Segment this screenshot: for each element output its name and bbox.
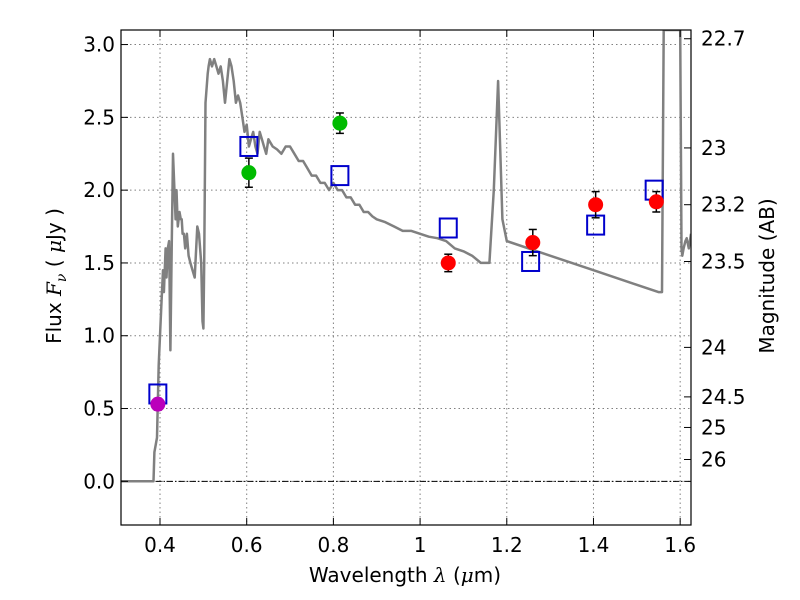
plot-frame bbox=[120, 29, 692, 526]
observed-flux-point bbox=[332, 115, 348, 131]
magnitude-tick-label: 24 bbox=[701, 335, 726, 359]
magnitude-tick-label: 24.5 bbox=[701, 385, 746, 409]
observed-flux-point bbox=[440, 255, 456, 271]
observed-flux-point bbox=[588, 197, 604, 213]
axis-ticks: 0.4 0.6 0.8 1 1.2 1.4 1.6 0.0 0.5 1.0 1.5 2.0 2.5 3.0… bbox=[83, 27, 745, 557]
x-tick-label: 1.2 bbox=[491, 533, 523, 557]
x-tick-label: 1.4 bbox=[578, 533, 610, 557]
model-photometry-square bbox=[521, 250, 541, 272]
observed-flux-point bbox=[150, 396, 166, 412]
magnitude-tick-label: 23.5 bbox=[701, 249, 746, 273]
observed-flux-point bbox=[525, 235, 541, 251]
x-tick-label: 0.8 bbox=[317, 533, 349, 557]
magnitude-tick-label: 25 bbox=[701, 415, 726, 439]
x-axis-label: Wavelength λ (μm) bbox=[309, 563, 501, 587]
magnitude-tick-label: 22.7 bbox=[701, 27, 746, 51]
model-photometry-square bbox=[239, 135, 259, 157]
y-tick-label: 2.0 bbox=[83, 178, 115, 202]
magnitude-tick-label: 23 bbox=[701, 136, 726, 160]
y-tick-label: 1.0 bbox=[83, 324, 115, 348]
observed-flux-point bbox=[648, 194, 664, 210]
magnitude-tick-label: 23.2 bbox=[701, 193, 746, 217]
model-photometry-square bbox=[438, 217, 458, 239]
observed-flux-point bbox=[241, 165, 257, 181]
y-tick-label: 2.5 bbox=[83, 105, 115, 129]
model-photometry-square bbox=[330, 165, 350, 187]
x-tick-label: 1.6 bbox=[664, 533, 696, 557]
x-tick-label: 0.6 bbox=[231, 533, 263, 557]
magnitude-tick-label: 26 bbox=[701, 447, 726, 471]
y-tick-label: 0.5 bbox=[83, 397, 115, 421]
right-axis-label: Magnitude (AB) bbox=[755, 198, 779, 353]
y-tick-label: 0.0 bbox=[83, 469, 115, 493]
plot-series bbox=[121, 30, 691, 483]
y-tick-label: 1.5 bbox=[83, 251, 115, 275]
x-tick-label: 1 bbox=[414, 533, 427, 557]
y-tick-label: 3.0 bbox=[83, 33, 115, 57]
sed-model-curve bbox=[121, 30, 691, 483]
y-axis-label: Flux Fν ( μJy ) bbox=[42, 208, 70, 344]
x-tick-label: 0.4 bbox=[144, 533, 176, 557]
